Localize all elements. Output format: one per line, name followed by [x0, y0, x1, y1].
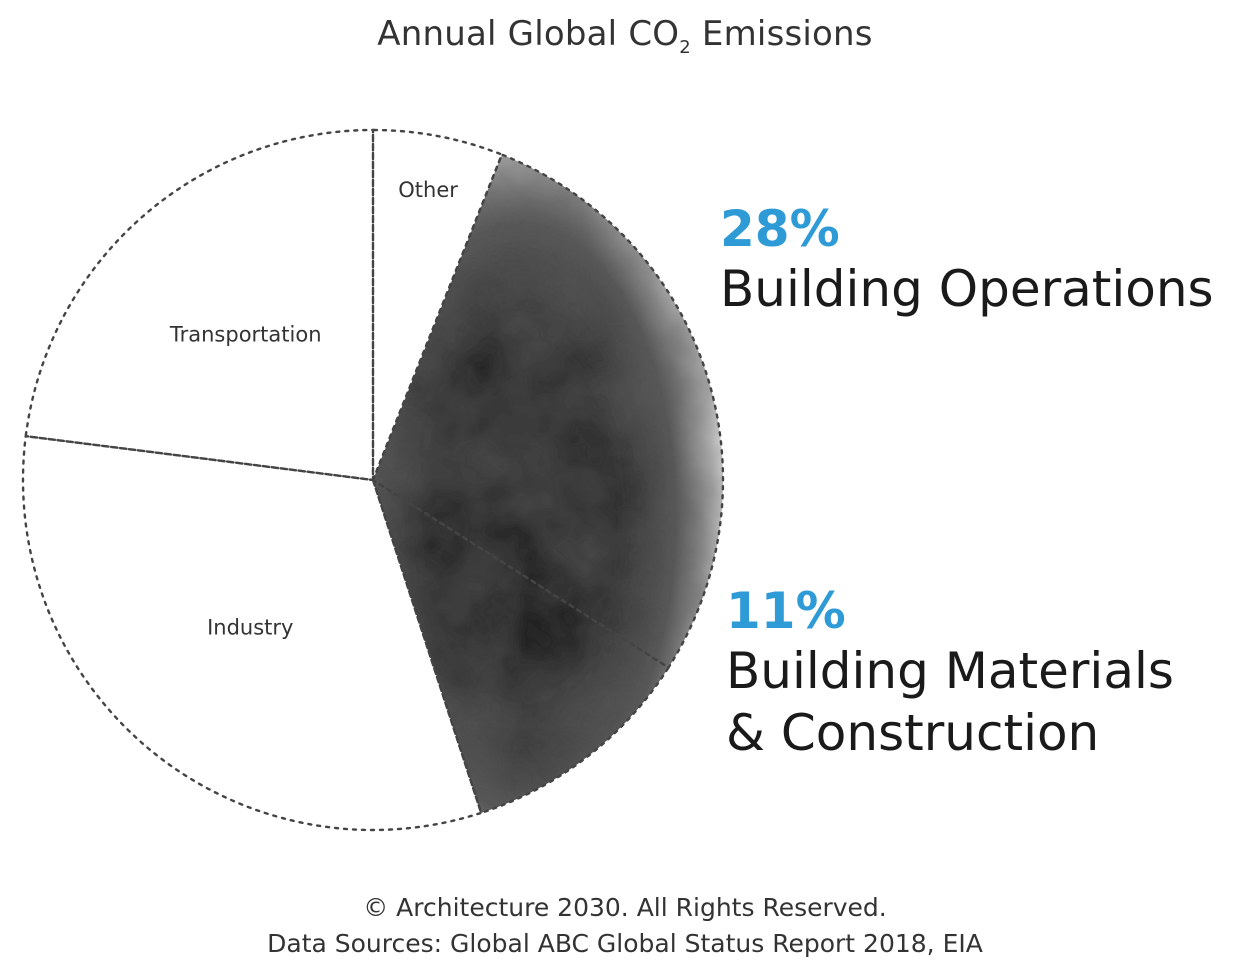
highlighted-slices-fill	[373, 154, 723, 813]
chart-title: Annual Global CO2 Emissions	[0, 14, 1250, 58]
pie-slice-industry	[21, 434, 483, 832]
pie-slice-building-operations	[371, 153, 725, 670]
callout-materials-label: Building Materials & Construction	[726, 642, 1174, 762]
chart-title-suffix: Emissions	[690, 14, 873, 54]
chart-title-subscript: 2	[679, 37, 691, 58]
pie-slice-building-materials-and-construction	[370, 477, 671, 815]
slice-label-transportation: Transportation	[169, 323, 322, 347]
callout-ops-label: Building Operations	[720, 260, 1214, 318]
callout-ops-percent: 28%	[720, 200, 840, 258]
slice-label-industry: Industry	[207, 615, 293, 639]
callout-building-operations: 28% Building Operations	[720, 200, 1214, 320]
chart-title-main: Annual Global CO	[377, 14, 680, 54]
footer-sources: Data Sources: Global ABC Global Status R…	[267, 929, 983, 958]
callout-building-materials: 11% Building Materials & Construction	[726, 582, 1226, 764]
pie-slice-transportation	[24, 128, 375, 482]
callout-materials-percent: 11%	[726, 582, 846, 640]
pie-slice-other	[371, 128, 504, 481]
footer-copyright: © Architecture 2030. All Rights Reserved…	[363, 893, 887, 922]
slice-label-other: Other	[398, 178, 458, 202]
